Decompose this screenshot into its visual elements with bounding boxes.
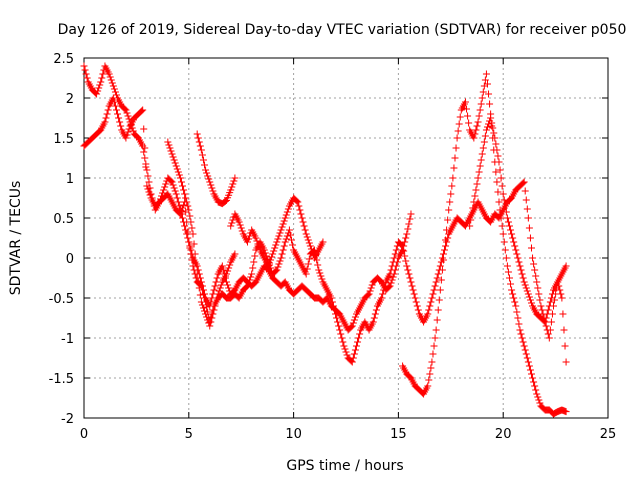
x-axis-label: GPS time / hours: [286, 458, 403, 474]
y-tick-label: 0.5: [53, 212, 74, 227]
x-tick-label: 25: [600, 427, 617, 442]
y-tick-label: -2: [61, 412, 74, 427]
data-point-markers: [399, 70, 570, 418]
x-tick-label: 0: [80, 427, 88, 442]
series-track-a: [80, 62, 415, 334]
y-tick-label: 2: [66, 92, 74, 107]
data-points: [80, 62, 570, 418]
x-tick-label: 10: [285, 427, 302, 442]
data-point-markers: [227, 194, 327, 270]
y-axis: -2 -1.5 -1 -0.5 0 0.5 1 1.5 2 2.5: [49, 52, 608, 427]
series-track-b: [80, 94, 570, 366]
series-track-d: [193, 130, 239, 208]
plot-frame: [83, 57, 609, 419]
data-point-markers: [80, 62, 415, 334]
x-axis: 0 5 10 15 20 25: [80, 58, 616, 442]
y-axis-label: SDTVAR / TECUs: [8, 181, 24, 296]
y-tick-label: 1.5: [53, 132, 74, 147]
series-track-f: [399, 70, 570, 418]
y-tick-label: -1.5: [49, 372, 74, 387]
y-tick-label: 1: [66, 172, 74, 187]
series-track-e: [227, 194, 327, 270]
x-tick-label: 20: [495, 427, 512, 442]
y-tick-label: 0: [66, 252, 74, 267]
data-point-markers: [80, 94, 570, 366]
series-track-c: [164, 138, 239, 330]
data-point-markers: [466, 114, 570, 366]
x-tick-label: 5: [185, 427, 193, 442]
x-tick-label: 15: [390, 427, 407, 442]
data-point-markers: [164, 138, 239, 330]
data-point-markers: [193, 130, 239, 208]
chart-title: Day 126 of 2019, Sidereal Day-to-day VTE…: [58, 22, 627, 38]
series-track-g: [466, 114, 570, 366]
y-tick-label: -0.5: [49, 292, 74, 307]
y-tick-label: -1: [61, 332, 74, 347]
y-tick-label: 2.5: [53, 52, 74, 67]
